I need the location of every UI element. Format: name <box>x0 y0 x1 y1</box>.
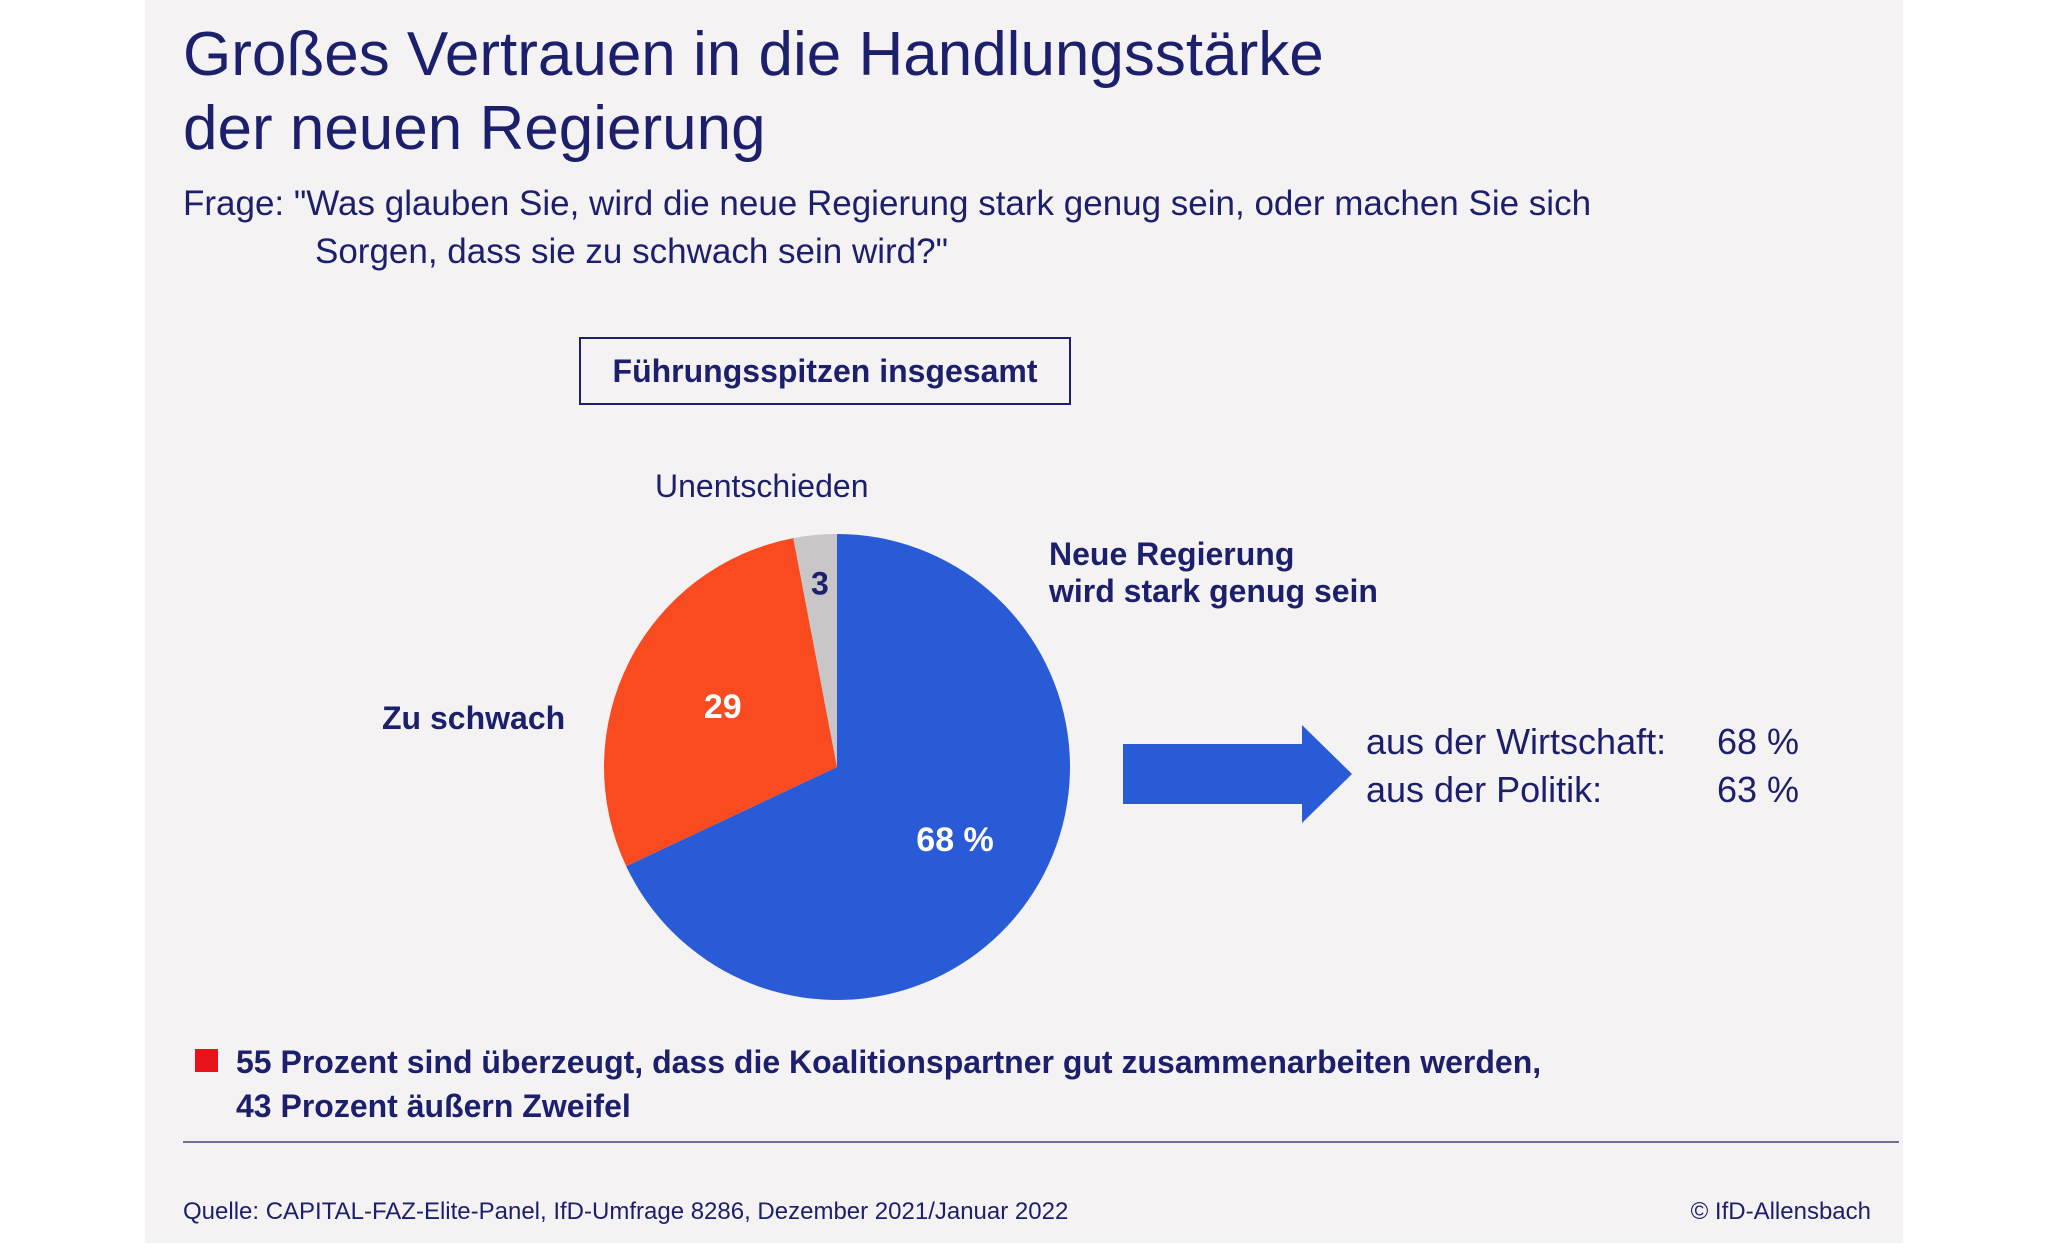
chart-panel <box>145 0 1903 1243</box>
arrow-right-icon <box>1123 725 1352 823</box>
slice-label-weak: Zu schwach <box>382 700 566 736</box>
survey-question: Frage: "Was glauben Sie, wird die neue R… <box>183 180 1803 276</box>
breakdown-value: 63 % <box>1717 769 1800 810</box>
title-line-1: Großes Vertrauen in die Handlungsstärke <box>183 20 1324 89</box>
slice-label-undecided: Unentschieden <box>655 468 869 504</box>
chart-title: Großes Vertrauen in die Handlungsstärke … <box>183 18 1324 166</box>
question-line-2: Sorgen, dass sie zu schwach sein wird?" <box>315 232 949 271</box>
group-label-box: Führungsspitzen insgesamt <box>579 337 1071 405</box>
breakdown-value: 68 % <box>1717 721 1800 762</box>
bullet-square-icon <box>195 1049 218 1072</box>
breakdown-label: aus der Politik: <box>1366 769 1603 810</box>
breakdown-list: aus der Wirtschaft: 68 % aus der Politik… <box>1366 718 1799 814</box>
divider <box>183 1141 1899 1143</box>
pie-value-strong: 68 % <box>916 821 994 859</box>
slice-label-strong-line-1: Neue Regierung <box>1049 536 1295 572</box>
footnote: 55 Prozent sind überzeugt, dass die Koal… <box>195 1040 1541 1128</box>
pie-slice-strong <box>626 534 1070 1000</box>
pie-value-undecided: 3 <box>811 566 829 602</box>
slice-label-strong: Neue Regierung wird stark genug sein <box>1049 536 1378 610</box>
pie-slice-undecided <box>793 534 837 767</box>
copyright: © IfD-Allensbach <box>1690 1198 1871 1225</box>
pie-value-weak: 29 <box>704 688 742 726</box>
breakdown-row: aus der Politik: 63 % <box>1366 766 1799 814</box>
title-line-2: der neuen Regierung <box>183 94 766 163</box>
slice-label-strong-line-2: wird stark genug sein <box>1049 573 1378 609</box>
footnote-line-1: 55 Prozent sind überzeugt, dass die Koal… <box>236 1044 1542 1080</box>
breakdown-label: aus der Wirtschaft: <box>1366 721 1667 762</box>
source-note: Quelle: CAPITAL-FAZ-Elite-Panel, IfD-Umf… <box>183 1198 1069 1225</box>
pie-slice-weak <box>603 538 837 867</box>
breakdown-row: aus der Wirtschaft: 68 % <box>1366 718 1799 766</box>
footnote-line-2: 43 Prozent äußern Zweifel <box>236 1088 631 1124</box>
question-line-1: Frage: "Was glauben Sie, wird die neue R… <box>183 184 1592 223</box>
